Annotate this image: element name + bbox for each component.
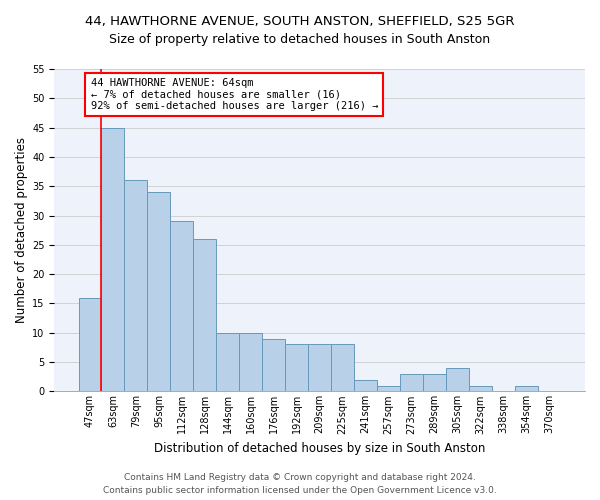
Bar: [148, 192, 170, 392]
Bar: [217, 333, 239, 392]
Bar: [331, 344, 354, 392]
Bar: [79, 298, 101, 392]
Bar: [446, 368, 469, 392]
Text: Contains HM Land Registry data © Crown copyright and database right 2024.
Contai: Contains HM Land Registry data © Crown c…: [103, 473, 497, 495]
Bar: [377, 386, 400, 392]
Bar: [423, 374, 446, 392]
Text: 44 HAWTHORNE AVENUE: 64sqm
← 7% of detached houses are smaller (16)
92% of semi-: 44 HAWTHORNE AVENUE: 64sqm ← 7% of detac…: [91, 78, 378, 111]
Bar: [308, 344, 331, 392]
Bar: [124, 180, 148, 392]
Bar: [193, 239, 217, 392]
Text: 44, HAWTHORNE AVENUE, SOUTH ANSTON, SHEFFIELD, S25 5GR: 44, HAWTHORNE AVENUE, SOUTH ANSTON, SHEF…: [85, 15, 515, 28]
Bar: [262, 338, 285, 392]
Bar: [400, 374, 423, 392]
Bar: [354, 380, 377, 392]
Bar: [515, 386, 538, 392]
Y-axis label: Number of detached properties: Number of detached properties: [15, 137, 28, 323]
Bar: [469, 386, 492, 392]
Bar: [101, 128, 124, 392]
Bar: [170, 222, 193, 392]
Text: Size of property relative to detached houses in South Anston: Size of property relative to detached ho…: [109, 32, 491, 46]
Bar: [285, 344, 308, 392]
Bar: [239, 333, 262, 392]
X-axis label: Distribution of detached houses by size in South Anston: Distribution of detached houses by size …: [154, 442, 485, 455]
